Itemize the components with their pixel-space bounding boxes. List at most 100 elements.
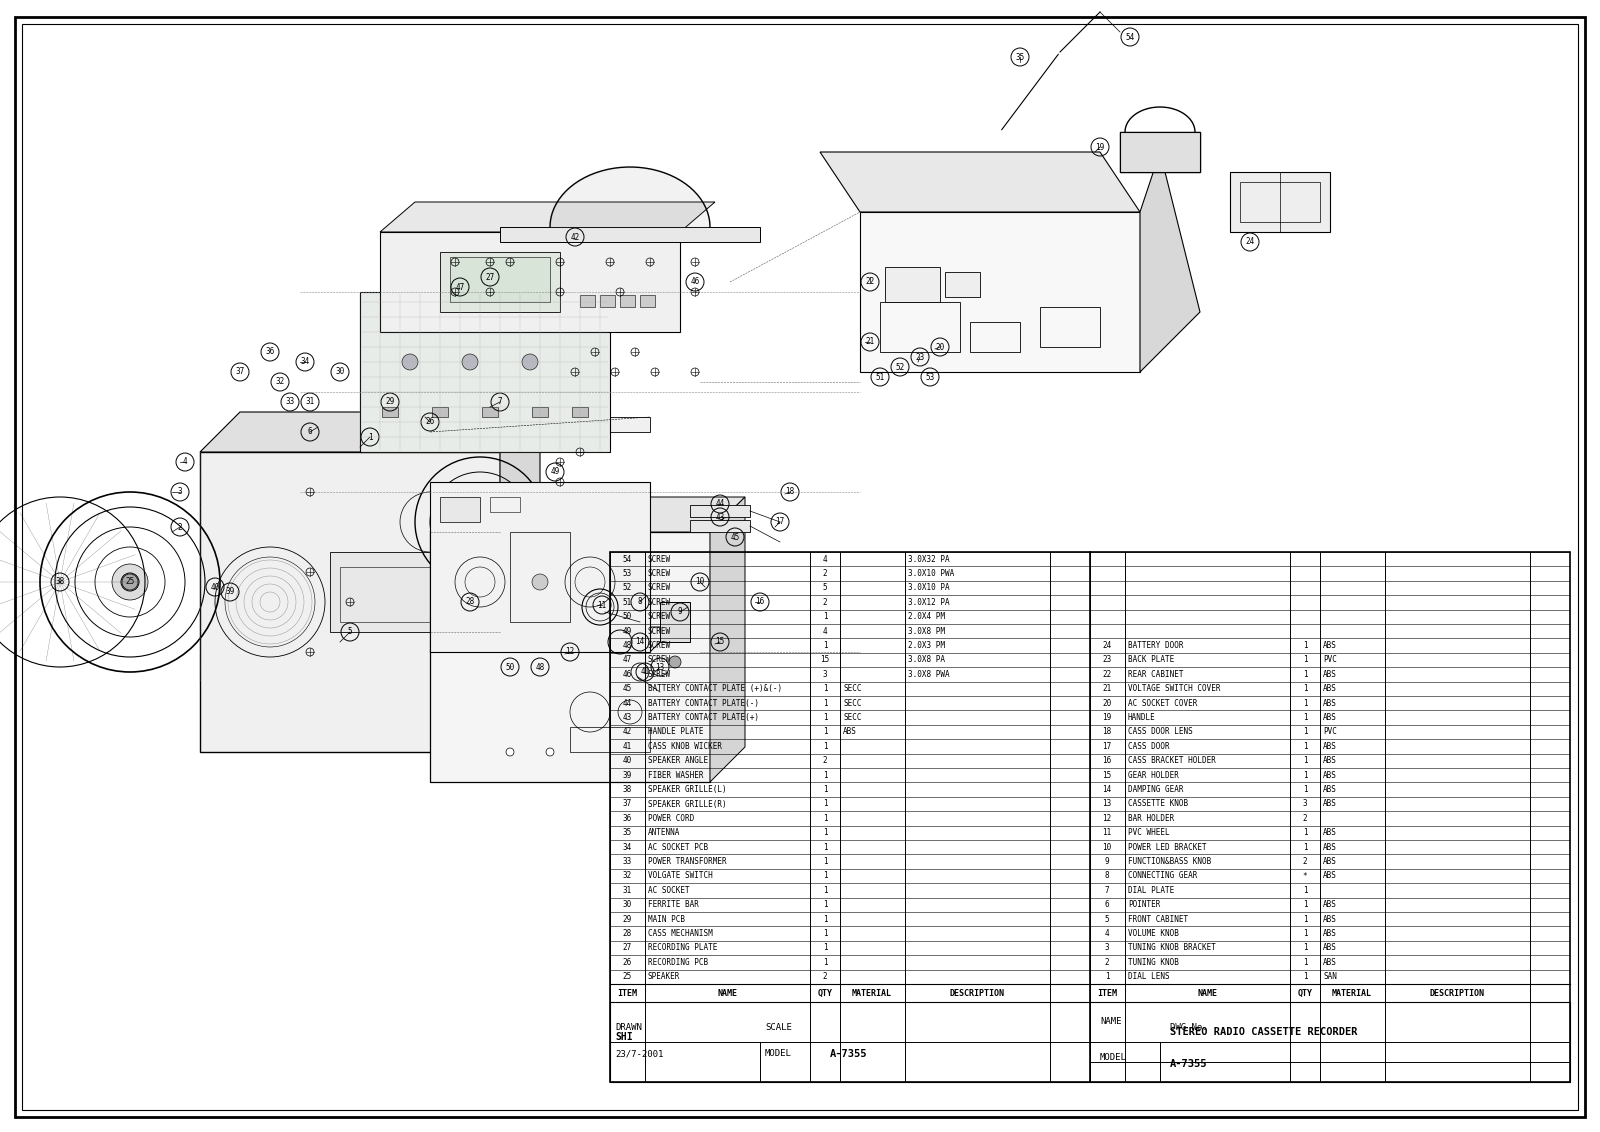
Text: 2.0X4 PM: 2.0X4 PM — [909, 612, 946, 621]
Text: 9: 9 — [678, 608, 682, 617]
Text: SAN: SAN — [1323, 972, 1338, 981]
Text: SCREW: SCREW — [648, 612, 670, 621]
Circle shape — [402, 354, 418, 370]
Circle shape — [506, 748, 514, 756]
Text: 50: 50 — [622, 612, 632, 621]
Bar — [381, 232, 680, 332]
Bar — [1240, 182, 1320, 222]
Bar — [382, 408, 398, 417]
Circle shape — [122, 574, 138, 590]
Text: TUNING KNOB BRACKET: TUNING KNOB BRACKET — [1128, 943, 1216, 952]
Text: 3.0X8 PM: 3.0X8 PM — [909, 627, 946, 636]
Text: 21: 21 — [866, 337, 875, 346]
Text: 37: 37 — [622, 799, 632, 808]
Text: SCALE: SCALE — [765, 1022, 792, 1031]
Text: 23: 23 — [1102, 655, 1112, 664]
Text: 1: 1 — [822, 741, 827, 751]
Text: 33: 33 — [622, 857, 632, 866]
Text: 49: 49 — [550, 468, 560, 477]
Bar — [330, 552, 440, 632]
Text: MODEL: MODEL — [1101, 1053, 1126, 1062]
Text: DWG No.: DWG No. — [1170, 1022, 1208, 1031]
Text: SCREW: SCREW — [648, 627, 670, 636]
Text: 53: 53 — [622, 569, 632, 578]
Text: RECORDING PLATE: RECORDING PLATE — [648, 943, 717, 952]
Text: ABS: ABS — [1323, 929, 1338, 938]
Text: 41: 41 — [640, 668, 650, 677]
Text: 2: 2 — [1302, 814, 1307, 823]
Text: 6: 6 — [307, 428, 312, 437]
Text: SPEAKER: SPEAKER — [648, 972, 680, 981]
Text: 38: 38 — [622, 786, 632, 795]
Text: 13: 13 — [656, 662, 664, 671]
Text: 1: 1 — [822, 943, 827, 952]
Text: 1: 1 — [822, 958, 827, 967]
Text: 6: 6 — [1104, 900, 1109, 909]
Circle shape — [546, 748, 554, 756]
Text: ABS: ABS — [1323, 842, 1338, 851]
Text: 3: 3 — [178, 488, 182, 497]
Text: 35: 35 — [622, 829, 632, 838]
Bar — [490, 497, 520, 512]
Text: DESCRIPTION: DESCRIPTION — [949, 988, 1005, 997]
Text: 41: 41 — [622, 741, 632, 751]
Text: 14: 14 — [1102, 786, 1112, 795]
Text: FIBER WASHER: FIBER WASHER — [648, 771, 704, 780]
Bar — [640, 295, 654, 307]
Text: 2: 2 — [822, 972, 827, 981]
Text: ITEM: ITEM — [618, 988, 637, 997]
Text: 52: 52 — [896, 362, 904, 371]
Text: SECC: SECC — [843, 685, 861, 693]
Bar — [470, 561, 570, 621]
Text: 17: 17 — [1102, 741, 1112, 751]
Bar — [690, 505, 750, 517]
Text: 22: 22 — [866, 277, 875, 286]
Bar — [573, 408, 589, 417]
Text: 1: 1 — [1302, 685, 1307, 693]
Text: 1: 1 — [1302, 958, 1307, 967]
Bar — [1120, 132, 1200, 172]
Text: 33: 33 — [285, 397, 294, 406]
Text: 16: 16 — [1102, 756, 1112, 765]
Text: PVC WHEEL: PVC WHEEL — [1128, 829, 1170, 838]
Text: 1: 1 — [822, 799, 827, 808]
Text: 20: 20 — [936, 343, 944, 352]
Text: 51: 51 — [875, 372, 885, 381]
Text: POWER TRANSFORMER: POWER TRANSFORMER — [648, 857, 726, 866]
Text: 38: 38 — [56, 577, 64, 586]
Text: 1: 1 — [822, 829, 827, 838]
Text: 2.0X3 PM: 2.0X3 PM — [909, 641, 946, 650]
Text: SPEAKER GRILLE(L): SPEAKER GRILLE(L) — [648, 786, 726, 795]
Bar — [360, 292, 610, 452]
Text: 31: 31 — [622, 886, 632, 895]
Text: ABS: ABS — [1323, 900, 1338, 909]
Text: HANDLE: HANDLE — [1128, 713, 1155, 722]
Text: ITEM: ITEM — [1098, 988, 1117, 997]
Text: 18: 18 — [1102, 728, 1112, 737]
Text: VOLUME KNOB: VOLUME KNOB — [1128, 929, 1179, 938]
Text: 3.0X10 PA: 3.0X10 PA — [909, 583, 950, 592]
Text: NAME: NAME — [1197, 988, 1218, 997]
Text: 36: 36 — [266, 348, 275, 357]
Text: 32: 32 — [622, 872, 632, 881]
Text: 47: 47 — [456, 283, 464, 292]
Text: POWER CORD: POWER CORD — [648, 814, 694, 823]
Text: ABS: ABS — [1323, 698, 1338, 708]
Text: 9: 9 — [1104, 857, 1109, 866]
Text: 45: 45 — [622, 685, 632, 693]
Text: QTY: QTY — [1298, 988, 1312, 997]
Text: AC SOCKET PCB: AC SOCKET PCB — [648, 842, 709, 851]
Text: CASS MECHANISM: CASS MECHANISM — [648, 929, 712, 938]
Text: 1: 1 — [1302, 929, 1307, 938]
Text: ABS: ABS — [1323, 857, 1338, 866]
Polygon shape — [200, 452, 499, 752]
Text: 3.0X8 PWA: 3.0X8 PWA — [909, 670, 950, 679]
Text: 1: 1 — [1302, 756, 1307, 765]
Text: 1: 1 — [1302, 771, 1307, 780]
Text: 15: 15 — [715, 637, 725, 646]
Text: 1: 1 — [1302, 842, 1307, 851]
Bar — [570, 727, 650, 752]
Text: 2: 2 — [822, 569, 827, 578]
Text: 1: 1 — [1302, 741, 1307, 751]
Text: 35: 35 — [1016, 52, 1024, 61]
